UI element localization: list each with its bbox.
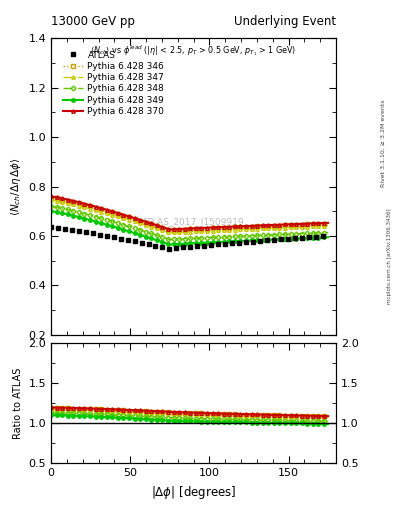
Pythia 6.428 348 [66, 206, 70, 212]
ATLAS [123, 237, 127, 243]
Line: Pythia 6.428 346: Pythia 6.428 346 [50, 196, 330, 232]
Pythia 6.428 346 [60, 197, 64, 203]
Pythia 6.428 348 [60, 205, 64, 211]
Text: 13000 GeV pp: 13000 GeV pp [51, 15, 135, 28]
Pythia 6.428 349 [123, 227, 127, 233]
Pythia 6.428 346 [326, 221, 331, 227]
Pythia 6.428 370 [49, 194, 53, 200]
Pythia 6.428 370 [169, 226, 173, 232]
ATLAS [66, 226, 70, 232]
Line: Pythia 6.428 347: Pythia 6.428 347 [50, 198, 330, 234]
Pythia 6.428 349 [169, 241, 173, 247]
Pythia 6.428 370 [123, 212, 127, 218]
Pythia 6.428 346 [313, 221, 318, 227]
Pythia 6.428 346 [66, 198, 70, 204]
ATLAS [100, 232, 105, 238]
ATLAS [60, 225, 64, 231]
ATLAS [303, 234, 308, 241]
Pythia 6.428 370 [60, 195, 64, 201]
Pythia 6.428 348 [100, 216, 105, 222]
Line: Pythia 6.428 348: Pythia 6.428 348 [50, 205, 330, 241]
Text: mcplots.cern.ch [arXiv:1306.3436]: mcplots.cern.ch [arXiv:1306.3436] [387, 208, 392, 304]
Pythia 6.428 347 [313, 223, 318, 229]
Line: Pythia 6.428 370: Pythia 6.428 370 [50, 195, 330, 231]
Line: Pythia 6.428 349: Pythia 6.428 349 [50, 209, 330, 246]
Pythia 6.428 349 [66, 211, 70, 218]
Pythia 6.428 349 [49, 208, 53, 215]
Pythia 6.428 347 [123, 216, 127, 222]
Pythia 6.428 349 [100, 220, 105, 226]
Pythia 6.428 349 [60, 210, 64, 216]
ATLAS [326, 233, 331, 239]
Pythia 6.428 348 [49, 203, 53, 209]
Legend: ATLAS, Pythia 6.428 346, Pythia 6.428 347, Pythia 6.428 348, Pythia 6.428 349, P: ATLAS, Pythia 6.428 346, Pythia 6.428 34… [61, 49, 166, 118]
Text: ATLAS_2017_I1509919: ATLAS_2017_I1509919 [142, 218, 245, 227]
Pythia 6.428 346 [100, 207, 105, 213]
Pythia 6.428 348 [326, 229, 331, 236]
Pythia 6.428 348 [303, 230, 308, 237]
Pythia 6.428 370 [313, 220, 318, 226]
Pythia 6.428 346 [123, 213, 127, 219]
ATLAS [49, 224, 53, 230]
Pythia 6.428 346 [303, 221, 308, 227]
Y-axis label: Ratio to ATLAS: Ratio to ATLAS [13, 368, 23, 439]
X-axis label: $|\Delta\phi|$ [degrees]: $|\Delta\phi|$ [degrees] [151, 484, 236, 501]
Pythia 6.428 347 [100, 209, 105, 215]
Pythia 6.428 347 [326, 223, 331, 229]
Pythia 6.428 348 [123, 222, 127, 228]
ATLAS [167, 246, 172, 252]
Text: $\langle N_{ch}\rangle$ vs $\phi^{lead}$ ($|\eta|$ < 2.5, $p_T$ > 0.5 GeV, $p_{T: $\langle N_{ch}\rangle$ vs $\phi^{lead}$… [90, 43, 297, 58]
Pythia 6.428 347 [169, 229, 173, 236]
Y-axis label: $\langle N_{ch} / \Delta\eta\,\Delta\phi \rangle$: $\langle N_{ch} / \Delta\eta\,\Delta\phi… [9, 157, 23, 216]
ATLAS [313, 234, 318, 240]
Pythia 6.428 347 [66, 200, 70, 206]
Pythia 6.428 347 [303, 224, 308, 230]
Pythia 6.428 370 [100, 205, 105, 211]
Pythia 6.428 346 [169, 227, 173, 233]
Pythia 6.428 370 [326, 220, 331, 226]
Pythia 6.428 346 [49, 195, 53, 201]
Pythia 6.428 347 [49, 197, 53, 203]
Line: ATLAS: ATLAS [49, 225, 331, 251]
Pythia 6.428 349 [326, 234, 331, 240]
Pythia 6.428 370 [303, 221, 308, 227]
Pythia 6.428 348 [169, 237, 173, 243]
Pythia 6.428 347 [60, 199, 64, 205]
Pythia 6.428 348 [313, 230, 318, 236]
Text: Rivet 3.1.10, ≥ 3.2M events: Rivet 3.1.10, ≥ 3.2M events [381, 99, 386, 187]
Pythia 6.428 349 [303, 235, 308, 241]
Text: Underlying Event: Underlying Event [234, 15, 336, 28]
Pythia 6.428 349 [313, 234, 318, 241]
Pythia 6.428 370 [66, 197, 70, 203]
